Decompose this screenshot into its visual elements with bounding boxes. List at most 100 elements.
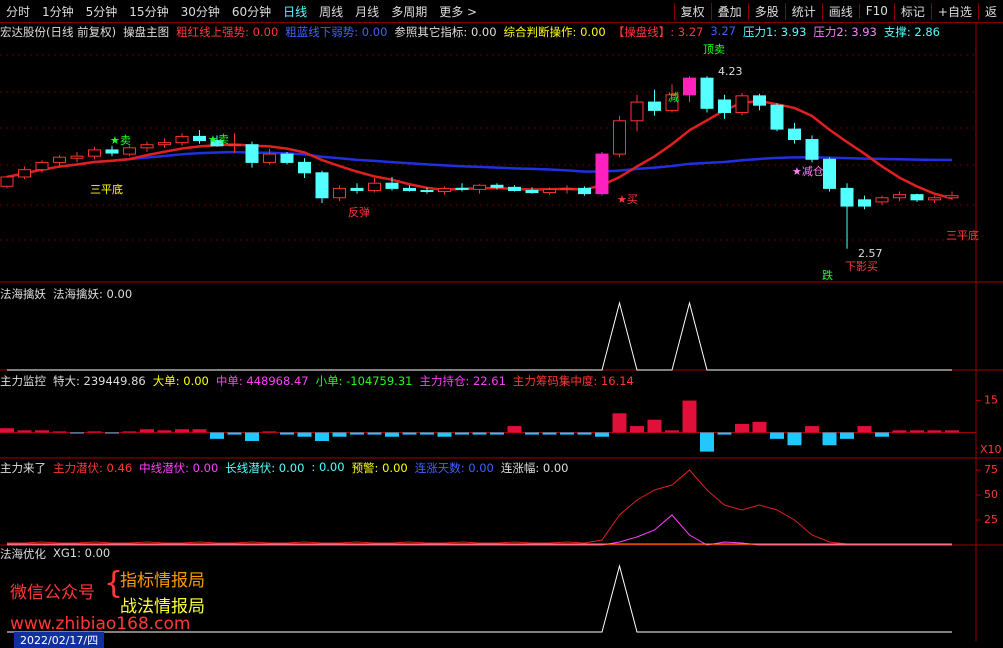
candle-body (298, 161, 311, 174)
period-tab[interactable]: 30分钟 (180, 4, 220, 19)
legend-item: 长线潜伏: 0.00 (225, 461, 305, 475)
flow-bar (385, 432, 399, 437)
legend-item: 预警: 0.00 (351, 461, 408, 475)
main-header: 宏达股份(日线 前复权) 操盘主图 粗红线上强势: 0.00 粗蓝线下弱势: 0.00… (0, 24, 940, 40)
tool-button[interactable]: 统计 (784, 2, 822, 20)
tool-button[interactable]: 返 (977, 2, 1003, 20)
candle-body (700, 77, 714, 109)
flow-bar (875, 432, 889, 437)
flow-bar (297, 432, 312, 437)
candle-body (333, 187, 346, 199)
candle-body (473, 184, 486, 190)
annotation: 三平底 (90, 182, 123, 196)
annotation: 4.23 (718, 65, 743, 78)
candle-body (88, 149, 101, 157)
candle-body (438, 187, 451, 193)
tool-button[interactable]: F10 (858, 4, 894, 18)
legend-item: 粗蓝线下弱势: 0.00 (285, 25, 388, 39)
flow-bar (140, 429, 154, 433)
candle-body (350, 187, 364, 191)
candle-body (385, 182, 399, 189)
tool-button[interactable]: 叠加 (710, 2, 748, 20)
tool-button[interactable]: 标记 (893, 2, 931, 20)
signal-line (7, 564, 952, 633)
tool-button[interactable]: 画线 (821, 2, 859, 20)
legend-item: 主力潜伏: 0.46 (53, 461, 133, 475)
panel-name: 法海擒妖 (0, 287, 46, 301)
panel-name: 法海优化 (0, 547, 46, 561)
flow-bar (315, 432, 329, 441)
period-tab[interactable]: 分时 (6, 4, 31, 19)
candle-body (875, 197, 889, 203)
candle-body (718, 99, 731, 113)
flow-bar (17, 430, 32, 433)
flow-bar (542, 432, 557, 435)
annotation: ★买 (617, 193, 638, 206)
annotation: 跌 (822, 268, 833, 282)
panel-name: 主力来了 (0, 461, 46, 475)
legend-item: 参照其它指标: 0.00 (394, 25, 497, 39)
flow-bar (210, 432, 224, 439)
candle-body (735, 95, 749, 113)
panel-header: 主力来了 主力潜伏: 0.46 中线潜伏: 0.00 长线潜伏: 0.00 : 0.00… (0, 460, 568, 476)
annotation: 减 (668, 91, 679, 104)
flow-bar (770, 432, 784, 439)
legend-item: 法海擒妖: 0.00 (53, 287, 133, 301)
legend-item: 中线潜伏: 0.00 (139, 461, 219, 475)
annotation: ★卖 (208, 133, 229, 146)
tool-button[interactable]: 复权 (673, 2, 711, 20)
flow-bar (227, 432, 242, 435)
legend-item: 粗红线上强势: 0.00 (176, 25, 279, 39)
legend-item: 小单: -104759.31 (315, 374, 413, 388)
candle-body (123, 147, 136, 155)
signal-line (7, 301, 952, 371)
wm-account: 微信公众号 (10, 583, 95, 603)
legend-item: : 0.00 (311, 460, 345, 474)
candle-body (753, 95, 766, 106)
legend-item: 压力2: 3.93 (813, 25, 877, 39)
candle-body (910, 194, 924, 201)
period-tab[interactable]: 5分钟 (85, 4, 118, 19)
flow-bar (332, 432, 347, 437)
candle-body (420, 189, 434, 193)
flow-bar (857, 426, 872, 433)
flow-bar (910, 430, 924, 433)
period-tab[interactable]: 周线 (319, 4, 344, 19)
tool-button[interactable]: +自选 (930, 2, 978, 20)
candle-body (525, 189, 539, 194)
candle-body (805, 139, 819, 160)
period-tab[interactable]: 15分钟 (129, 4, 169, 19)
candle-body (280, 153, 294, 163)
candle-body (595, 153, 609, 195)
candle-body (263, 153, 276, 163)
legend-item: 3.27 (710, 24, 736, 38)
flow-bar (840, 432, 854, 439)
candle-body (53, 156, 66, 163)
candle-body (560, 187, 574, 190)
period-tab[interactable]: 日线 (283, 4, 308, 19)
tools: 复权 叠加 多股 统计 画线 F10 标记 +自选返 (673, 0, 1003, 22)
period-tab[interactable]: 1分钟 (42, 4, 74, 19)
date: 2022/02/17/四 (14, 632, 105, 648)
flow-bar (752, 421, 767, 433)
period-tab[interactable]: 60分钟 (231, 4, 272, 19)
period-tab[interactable]: 多周期 (391, 4, 428, 19)
candle-body (70, 155, 84, 159)
period-tab[interactable]: 更多 > (439, 4, 478, 19)
candle-body (648, 101, 661, 111)
flow-bar (612, 413, 627, 433)
candle-body (403, 187, 416, 191)
tool-button[interactable]: 多股 (747, 2, 785, 20)
stock-name: 宏达股份(日线 前复权) (0, 25, 117, 39)
flow-bar (892, 430, 907, 433)
annotation: 下影买 (845, 260, 878, 273)
candle-body (490, 184, 504, 188)
flow-bar (87, 431, 102, 433)
candle-body (0, 176, 14, 187)
candle-body (543, 188, 556, 194)
period-tab[interactable]: 月线 (355, 4, 380, 19)
candle-body (368, 182, 381, 191)
flow-bar (525, 432, 539, 435)
annotation: 顶卖 (703, 43, 725, 56)
